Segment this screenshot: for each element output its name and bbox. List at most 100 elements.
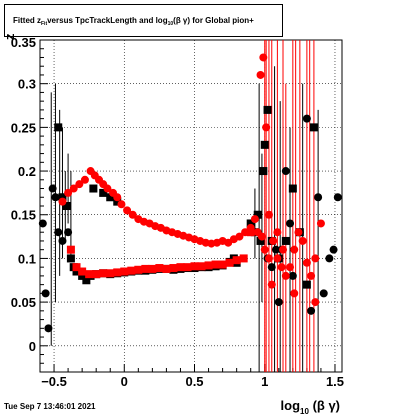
data-point-square (183, 263, 192, 272)
data-point-square (155, 264, 164, 273)
timestamp-footer: Tue Sep 7 13:46:01 2021 (4, 402, 96, 411)
data-point-square (246, 219, 255, 228)
data-point-square (288, 184, 297, 193)
data-point-circle (286, 219, 295, 228)
data-point-square (263, 105, 272, 114)
x-axis-label: log10 (β γ) (281, 398, 340, 416)
data-point-square (106, 193, 115, 202)
data-point-square (127, 266, 136, 275)
data-point-circle (273, 254, 282, 263)
data-point-circle (302, 258, 311, 267)
data-point-square (78, 267, 87, 276)
data-point-circle (113, 193, 122, 202)
data-point-circle (257, 232, 266, 241)
data-point-square (190, 262, 199, 271)
x-tick-label: 0.5 (185, 374, 203, 389)
y-tick-label: 0.15 (11, 208, 36, 223)
data-point-square (218, 260, 227, 269)
data-point-circle (264, 210, 273, 219)
data-point-square (204, 261, 213, 270)
data-point-square (134, 265, 143, 274)
data-point-circle (290, 245, 299, 254)
data-point-circle (288, 271, 297, 280)
data-point-square (246, 228, 255, 237)
data-point-circle (281, 167, 290, 176)
y-tick-label: 0 (29, 339, 36, 354)
data-point-square (85, 270, 94, 279)
data-point-square (169, 264, 178, 273)
data-point-square (106, 269, 115, 278)
data-point-square (211, 260, 220, 269)
data-point-square (99, 188, 108, 197)
data-point-circle (75, 180, 84, 189)
title-sub2: 10 (167, 20, 174, 27)
data-point-circle (325, 254, 334, 263)
data-point-circle (311, 298, 320, 307)
data-point-circle (54, 228, 63, 237)
data-point-circle (286, 263, 295, 272)
title-part3: (β γ) for Global pion+ (173, 16, 254, 25)
data-point-circle (267, 263, 276, 272)
data-point-square (197, 262, 206, 271)
data-point-square (281, 236, 290, 245)
data-point-circle (277, 263, 286, 272)
data-point-circle (281, 271, 290, 280)
data-point-circle (262, 123, 271, 132)
y-tick-label: 0.3 (18, 77, 36, 92)
data-point-square (239, 254, 248, 263)
x-tick-label: 0 (121, 374, 128, 389)
data-point-square (302, 280, 311, 289)
title-part1: Fitted z (13, 16, 41, 25)
data-point-square (66, 254, 75, 263)
y-tick-label: 0.05 (11, 295, 36, 310)
data-point-circle (314, 193, 323, 202)
data-point-circle (307, 306, 316, 315)
title-sub1: Fit (41, 20, 48, 27)
data-point-circle (267, 280, 276, 289)
y-tick-label: 0.2 (18, 164, 36, 179)
data-point-square (148, 264, 157, 273)
data-point-circle (307, 271, 316, 280)
data-point-square (99, 269, 108, 278)
data-point-circle (333, 193, 342, 202)
data-point-circle (128, 210, 137, 219)
data-point-square (72, 267, 81, 276)
y-tick-label: 0.25 (11, 120, 36, 135)
data-point-circle (279, 245, 288, 254)
data-point-circle (38, 219, 47, 228)
y-tick-label: 0.1 (18, 251, 36, 266)
data-point-square (225, 258, 234, 267)
data-point-circle (298, 236, 307, 245)
data-point-square (66, 245, 75, 254)
data-point-circle (264, 254, 273, 263)
data-point-square (78, 271, 87, 280)
data-point-circle (290, 289, 299, 298)
data-point-square (58, 193, 67, 202)
data-point-circle (259, 53, 268, 62)
data-point-circle (274, 298, 283, 307)
data-point-circle (80, 175, 89, 184)
data-point-square (62, 202, 71, 210)
x-axis-label-sub: 10 (300, 407, 309, 416)
data-point-circle (103, 184, 112, 193)
x-tick-label: −0.5 (41, 374, 67, 389)
data-point-square (89, 184, 98, 193)
data-point-circle (235, 232, 244, 241)
data-point-circle (316, 219, 325, 228)
data-point-circle (123, 206, 132, 215)
x-tick-label: 1 (261, 374, 268, 389)
data-point-square (309, 123, 318, 132)
data-point-circle (329, 245, 338, 254)
data-point-square (82, 276, 91, 285)
data-point-circle (48, 184, 57, 193)
data-point-circle (271, 245, 280, 254)
data-point-circle (311, 254, 320, 263)
data-point-circle (302, 114, 311, 123)
data-point-circle (58, 197, 67, 206)
y-tick-label-top: 0.35 (11, 35, 36, 50)
data-point-circle (58, 236, 67, 245)
data-point-square (259, 167, 268, 176)
data-point-square (141, 264, 150, 273)
data-point-square (113, 268, 122, 277)
data-point-circle (294, 228, 303, 237)
